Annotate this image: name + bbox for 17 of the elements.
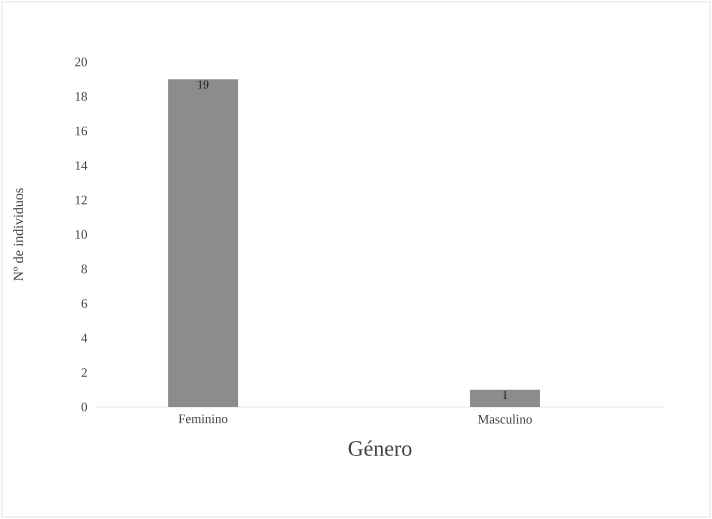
y-tick-label: 14 [76, 161, 88, 170]
x-tick-label: Masculino [478, 414, 532, 424]
y-tick-label: 0 [82, 402, 87, 412]
y-tick-label: 20 [75, 58, 87, 66]
y-tick-label: 18 [76, 92, 87, 101]
y-tick-label: 10 [76, 230, 87, 239]
x-axis-title: Género [348, 440, 412, 456]
y-tick-label: 4 [81, 334, 88, 342]
y-tick-label: 6 [82, 299, 88, 308]
x-tick-label: Feminino [178, 414, 228, 424]
y-tick-label: 8 [82, 264, 87, 274]
y-axis-title: Nº de individuos [13, 188, 24, 281]
y-tick-label: 12 [76, 196, 87, 204]
data-label: 19 [198, 80, 208, 89]
data-label: 1 [503, 391, 507, 399]
y-tick-label: 2 [82, 368, 87, 377]
y-tick-label: 16 [76, 126, 88, 136]
